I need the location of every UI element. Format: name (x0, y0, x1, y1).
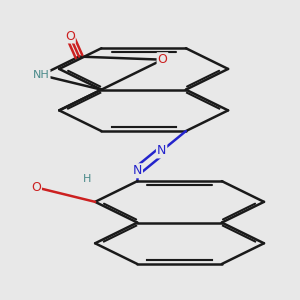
Text: N: N (133, 164, 142, 177)
Text: O: O (31, 181, 41, 194)
Text: H: H (82, 174, 91, 184)
Text: O: O (158, 53, 167, 66)
Text: O: O (65, 29, 75, 43)
Text: NH: NH (33, 70, 50, 80)
Text: N: N (157, 144, 166, 158)
